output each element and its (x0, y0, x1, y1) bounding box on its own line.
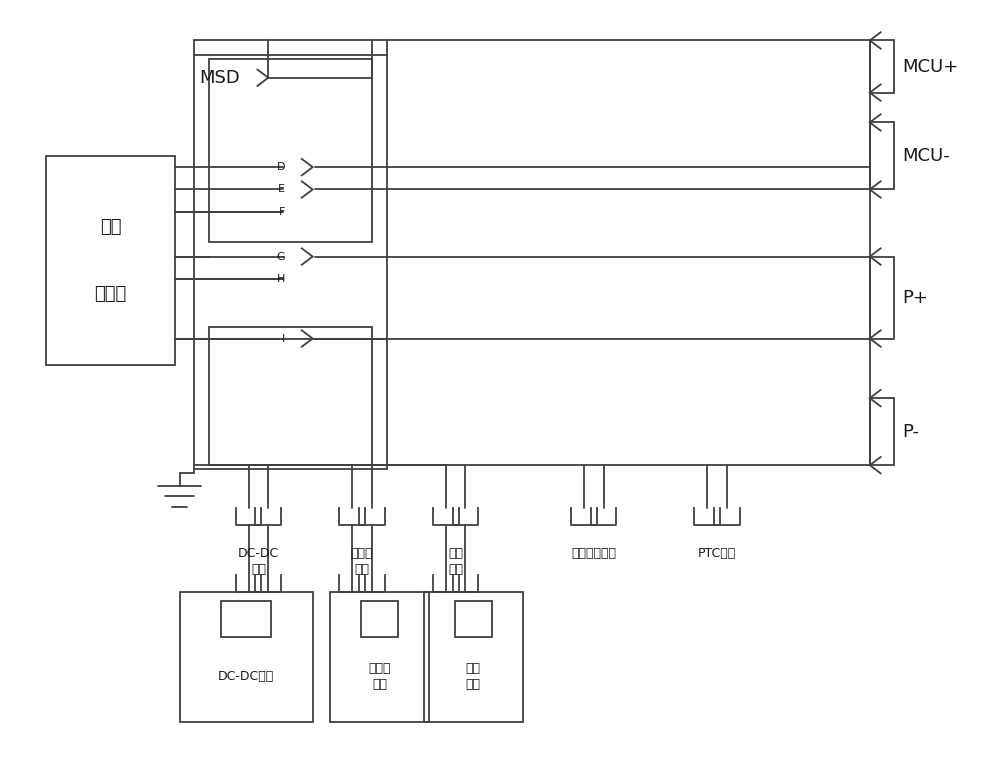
Text: MCU+: MCU+ (902, 58, 959, 76)
Text: E: E (278, 184, 285, 194)
Bar (361, 601, 398, 637)
Bar (870, 122, 894, 190)
Text: DC-DC设备: DC-DC设备 (218, 670, 274, 683)
Bar (221, 601, 271, 637)
Text: DC-DC
插件: DC-DC 插件 (238, 547, 279, 576)
Text: 电压转向插件: 电压转向插件 (571, 547, 616, 560)
Text: 充电机
插件: 充电机 插件 (351, 547, 373, 576)
Bar (46, 156, 175, 364)
Bar (870, 398, 894, 465)
Text: 充电机
设备: 充电机 设备 (368, 662, 391, 691)
Text: MSD: MSD (199, 69, 240, 87)
Text: 空调
设备: 空调 设备 (466, 662, 481, 691)
Text: MCU-: MCU- (902, 147, 950, 165)
Bar (870, 40, 894, 93)
Bar (180, 592, 313, 723)
Bar (870, 257, 894, 339)
Text: G: G (276, 251, 285, 262)
Text: I: I (282, 333, 285, 344)
Text: H: H (277, 274, 285, 284)
Bar (209, 59, 372, 241)
Text: P+: P+ (902, 288, 928, 307)
Bar (330, 592, 429, 723)
Text: F: F (279, 207, 285, 217)
Text: PTC插件: PTC插件 (698, 547, 736, 560)
Bar (455, 601, 492, 637)
Text: 控制器: 控制器 (94, 285, 127, 303)
Bar (209, 327, 372, 465)
Bar (424, 592, 523, 723)
Text: P-: P- (902, 423, 919, 441)
Bar (194, 55, 387, 469)
Text: 空调
插件: 空调 插件 (448, 547, 463, 576)
Text: 整车: 整车 (100, 218, 121, 236)
Text: D: D (277, 162, 285, 172)
